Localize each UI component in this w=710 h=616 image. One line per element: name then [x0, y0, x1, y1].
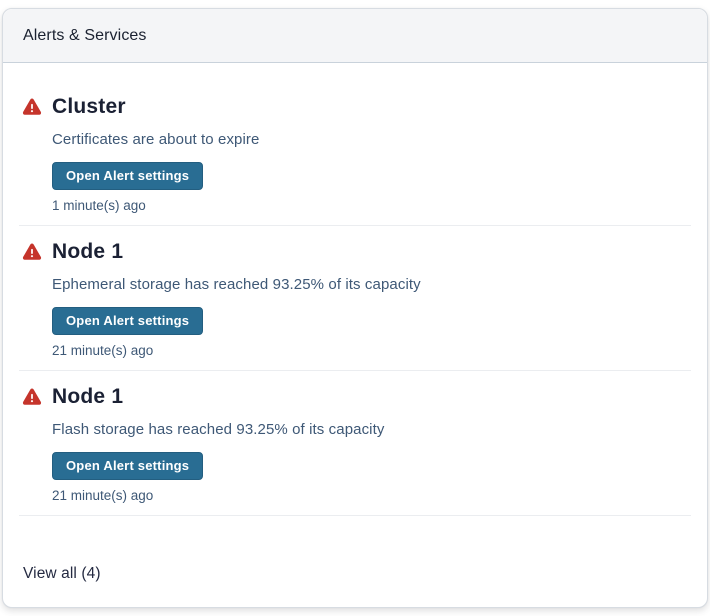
view-all-link[interactable]: View all (4) — [23, 565, 101, 582]
alert-title-row: Node 1 — [22, 240, 691, 264]
card-header: Alerts & Services — [3, 9, 707, 63]
warning-triangle-icon — [22, 242, 42, 262]
alert-message: Ephemeral storage has reached 93.25% of … — [52, 276, 421, 293]
alert-message: Flash storage has reached 93.25% of its … — [52, 421, 385, 438]
alert-title: Node 1 — [52, 385, 124, 408]
alert-list: Cluster Certificates are about to expire… — [3, 63, 707, 547]
alerts-services-card: Alerts & Services Cluster Certificates a… — [2, 8, 708, 608]
alert-title: Node 1 — [52, 240, 124, 263]
alert-timestamp: 21 minute(s) ago — [52, 488, 154, 503]
card-title: Alerts & Services — [23, 26, 147, 44]
alert-message: Certificates are about to expire — [52, 131, 260, 148]
alert-item: Node 1 Flash storage has reached 93.25% … — [19, 371, 691, 516]
warning-triangle-icon — [22, 387, 42, 407]
alert-timestamp: 21 minute(s) ago — [52, 343, 154, 358]
alert-item: Cluster Certificates are about to expire… — [19, 95, 691, 226]
open-alert-settings-button[interactable]: Open Alert settings — [52, 307, 204, 335]
alert-title-row: Node 1 — [22, 385, 691, 409]
card-footer: View all (4) — [3, 547, 707, 607]
alert-body: Flash storage has reached 93.25% of its … — [52, 421, 691, 503]
open-alert-settings-button[interactable]: Open Alert settings — [52, 162, 204, 190]
alert-body: Ephemeral storage has reached 93.25% of … — [52, 276, 691, 358]
alert-title-row: Cluster — [22, 95, 691, 119]
alert-title: Cluster — [52, 95, 126, 118]
alert-item: Node 1 Ephemeral storage has reached 93.… — [19, 226, 691, 371]
alert-body: Certificates are about to expire Open Al… — [52, 131, 691, 213]
open-alert-settings-button[interactable]: Open Alert settings — [52, 452, 204, 480]
alert-timestamp: 1 minute(s) ago — [52, 198, 146, 213]
warning-triangle-icon — [22, 97, 42, 117]
